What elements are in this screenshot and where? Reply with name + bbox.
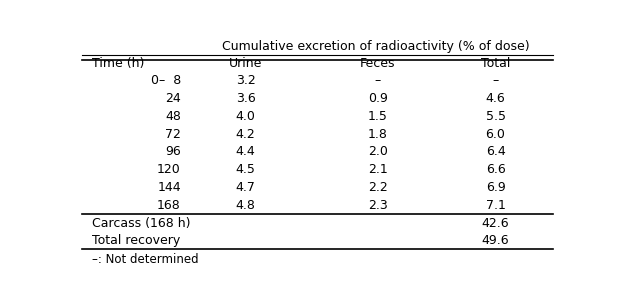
Text: 4.0: 4.0 [236, 110, 255, 123]
Text: 4.6: 4.6 [485, 92, 505, 105]
Text: 4.7: 4.7 [236, 181, 255, 194]
Text: 48: 48 [165, 110, 181, 123]
Text: 4.8: 4.8 [236, 199, 255, 212]
Text: 42.6: 42.6 [482, 217, 510, 230]
Text: 4.2: 4.2 [236, 127, 255, 141]
Text: 144: 144 [157, 181, 181, 194]
Text: Carcass (168 h): Carcass (168 h) [92, 217, 190, 230]
Text: 96: 96 [165, 146, 181, 158]
Text: –: – [374, 74, 381, 87]
Text: Total recovery: Total recovery [92, 234, 180, 247]
Text: 6.9: 6.9 [485, 181, 505, 194]
Text: 7.1: 7.1 [485, 199, 505, 212]
Text: 5.5: 5.5 [485, 110, 505, 123]
Text: 1.5: 1.5 [368, 110, 388, 123]
Text: 2.1: 2.1 [368, 163, 388, 176]
Text: 2.0: 2.0 [368, 146, 388, 158]
Text: 168: 168 [157, 199, 181, 212]
Text: 0–  8: 0– 8 [151, 74, 181, 87]
Text: 6.0: 6.0 [485, 127, 505, 141]
Text: 72: 72 [165, 127, 181, 141]
Text: –: – [492, 74, 498, 87]
Text: 3.6: 3.6 [236, 92, 255, 105]
Text: Cumulative excretion of radioactivity (% of dose): Cumulative excretion of radioactivity (%… [221, 40, 529, 53]
Text: –: Not determined: –: Not determined [92, 253, 198, 266]
Text: 2.2: 2.2 [368, 181, 388, 194]
Text: Feces: Feces [360, 57, 396, 70]
Text: Urine: Urine [229, 57, 262, 70]
Text: 6.6: 6.6 [485, 163, 505, 176]
Text: 24: 24 [165, 92, 181, 105]
Text: 3.2: 3.2 [236, 74, 255, 87]
Text: 6.4: 6.4 [485, 146, 505, 158]
Text: Total: Total [481, 57, 510, 70]
Text: 2.3: 2.3 [368, 199, 388, 212]
Text: 0.9: 0.9 [368, 92, 388, 105]
Text: 4.4: 4.4 [236, 146, 255, 158]
Text: 120: 120 [157, 163, 181, 176]
Text: 49.6: 49.6 [482, 234, 510, 247]
Text: 4.5: 4.5 [236, 163, 255, 176]
Text: 1.8: 1.8 [368, 127, 388, 141]
Text: Time (h): Time (h) [92, 57, 144, 70]
